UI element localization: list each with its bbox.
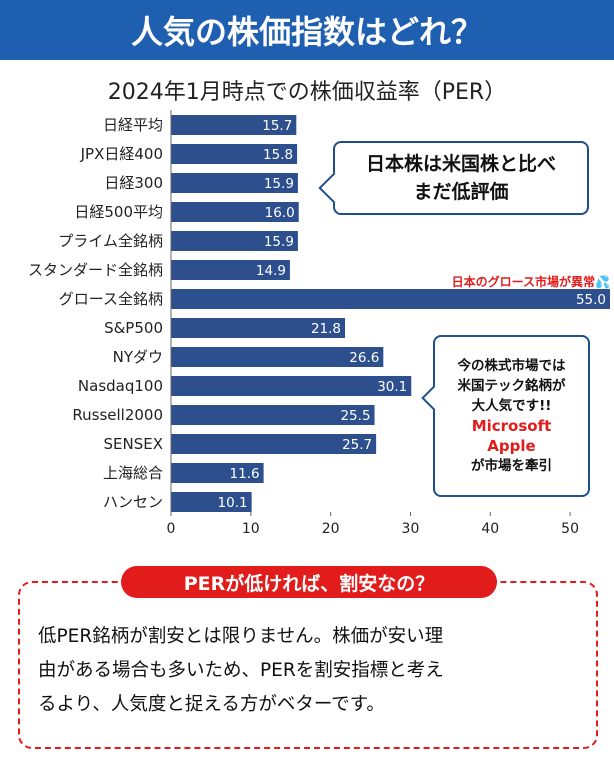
bar-5 bbox=[171, 260, 290, 280]
category-label-2: 日経300 bbox=[104, 174, 163, 192]
value-label-6: 55.0 bbox=[576, 292, 606, 308]
value-label-7: 21.8 bbox=[311, 321, 341, 337]
bar-12 bbox=[171, 463, 264, 483]
japan-callout-line-1: 日本株は米国株と比べ bbox=[365, 153, 556, 175]
bar-13 bbox=[171, 492, 252, 512]
value-label-4: 15.9 bbox=[264, 234, 294, 250]
bar-6 bbox=[171, 289, 610, 309]
growth-market-note: 日本のグロース市場が異常💦 bbox=[451, 275, 610, 289]
bottom-text-line-1: 低PER銘柄が割安とは限りません。株価が安い理 bbox=[38, 626, 444, 647]
category-label-7: S&P500 bbox=[104, 319, 163, 337]
x-tick-label-1: 10 bbox=[242, 521, 260, 537]
japan-callout: 日本株は米国株と比べ まだ低評価 bbox=[318, 141, 589, 215]
x-tick-label-5: 50 bbox=[561, 521, 579, 537]
value-label-11: 25.7 bbox=[342, 437, 372, 453]
bar-8 bbox=[171, 347, 384, 367]
bar-4 bbox=[171, 231, 298, 251]
us-callout-line-2: 米国テック銘柄が bbox=[457, 378, 566, 394]
bar-11 bbox=[171, 434, 377, 454]
category-label-4: プライム全銘柄 bbox=[58, 232, 163, 250]
category-label-3: 日経500平均 bbox=[74, 203, 163, 221]
x-tick-label-3: 30 bbox=[402, 521, 420, 537]
bar-0 bbox=[171, 115, 297, 135]
bar-1 bbox=[171, 144, 298, 164]
us-tech-callout: 今の株式市場では 米国テック銘柄が 大人気です!! Microsoft Appl… bbox=[421, 335, 590, 497]
bottom-box-title: PERが低ければ、割安なの？ bbox=[121, 566, 497, 598]
us-callout-line-last: が市場を牽引 bbox=[471, 458, 552, 474]
value-label-5: 14.9 bbox=[256, 263, 286, 279]
us-callout-apple: Apple bbox=[487, 437, 536, 455]
bottom-box-text: 低PER銘柄が割安とは限りません。株価が安い理 由がある場合も多いため、PERを… bbox=[38, 620, 586, 722]
category-label-13: ハンセン bbox=[103, 493, 163, 511]
category-label-0: 日経平均 bbox=[103, 116, 163, 134]
category-label-6: グロース全銘柄 bbox=[59, 290, 163, 308]
value-label-12: 11.6 bbox=[230, 466, 260, 482]
bottom-text-line-2: 由がある場合も多いため、PERを割安指標と考え bbox=[38, 660, 444, 681]
chart-title: 2024年1月時点での株価収益率（PER） bbox=[107, 80, 507, 105]
category-label-10: Russell2000 bbox=[72, 406, 163, 424]
value-label-8: 26.6 bbox=[349, 350, 379, 366]
category-label-11: SENSEX bbox=[104, 435, 164, 453]
value-label-13: 10.1 bbox=[218, 495, 248, 511]
category-label-5: スタンダード全銘柄 bbox=[28, 261, 163, 279]
category-label-9: Nasdaq100 bbox=[78, 377, 163, 395]
category-label-12: 上海総合 bbox=[103, 464, 163, 482]
bar-3 bbox=[171, 202, 299, 222]
us-callout-line-3: 大人気です!! bbox=[471, 398, 552, 414]
us-callout-microsoft: Microsoft bbox=[471, 417, 552, 435]
bar-7 bbox=[171, 318, 346, 338]
bar-2 bbox=[171, 173, 298, 193]
value-label-0: 15.7 bbox=[262, 118, 292, 134]
value-label-10: 25.5 bbox=[340, 408, 370, 424]
category-label-1: JPX日経400 bbox=[80, 145, 163, 163]
japan-callout-line-2: まだ低評価 bbox=[413, 181, 509, 203]
x-tick-label-0: 0 bbox=[167, 521, 176, 537]
bar-9 bbox=[171, 376, 412, 396]
us-callout-line-1: 今の株式市場では bbox=[457, 358, 566, 374]
bar-10 bbox=[171, 405, 375, 425]
category-label-8: NYダウ bbox=[113, 348, 163, 366]
header-title: 人気の株価指数はどれ？ bbox=[0, 0, 614, 60]
value-label-9: 30.1 bbox=[377, 379, 407, 395]
value-label-1: 15.8 bbox=[263, 147, 293, 163]
x-tick-label-4: 40 bbox=[481, 521, 499, 537]
bottom-text-line-3: るより、人気度と捉える方がベターです。 bbox=[38, 694, 385, 715]
per-bar-chart: 15.7 15.8 15.9 16.0 15.9 14.9 55.0 21.8 26.6 30.1… bbox=[28, 110, 610, 537]
value-label-2: 15.9 bbox=[264, 176, 294, 192]
value-label-3: 16.0 bbox=[265, 205, 295, 221]
x-tick-label-2: 20 bbox=[322, 521, 340, 537]
